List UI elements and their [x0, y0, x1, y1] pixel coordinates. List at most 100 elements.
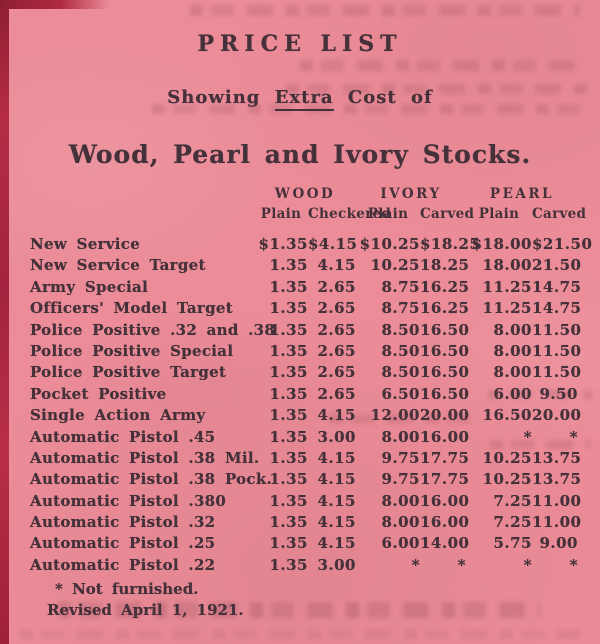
price-cell: 1.35 — [269, 384, 308, 403]
price-cell: 1.35 — [269, 448, 308, 467]
price-cell: $1.35 — [258, 235, 308, 253]
price-cell: 18.25 — [420, 256, 470, 275]
subtitle-prefix: Showing — [167, 87, 261, 108]
model-label: New Service — [30, 235, 141, 253]
model-label: Police Positive Special — [30, 341, 234, 360]
price-cell: 8.00 — [493, 363, 532, 382]
price-cell: * — [523, 427, 532, 446]
subheader-wood-plain: Plain — [260, 206, 302, 222]
price-cell: 12.00 — [370, 406, 420, 425]
price-cell: 8.75 — [381, 277, 420, 296]
price-cell: 4.15 — [317, 513, 356, 532]
price-cell: 1.35 — [269, 277, 308, 296]
price-cell: 8.00 — [381, 427, 420, 446]
page-title: PRICE LIST — [197, 31, 403, 57]
price-cell: 16.00 — [420, 513, 470, 532]
price-cell: 7.25 — [493, 513, 532, 532]
price-cell: 10.25 — [482, 448, 532, 467]
bleed-through-smudge — [20, 630, 580, 639]
price-cell: 17.75 — [420, 470, 470, 489]
price-cell: 16.25 — [420, 299, 470, 318]
price-cell: 3.00 — [317, 555, 356, 574]
subtitle-suffix: Cost of — [347, 87, 433, 108]
price-cell: 2.65 — [317, 363, 356, 382]
price-cell: 16.50 — [420, 320, 470, 339]
price-cell: 16.50 — [482, 406, 532, 425]
table-row: Pocket Positive 1.35 2.65 6.50 16.50 6.0… — [30, 385, 578, 406]
price-cell: 6.50 — [381, 384, 420, 403]
model-label: Automatic Pistol .38 Mil. — [30, 448, 260, 467]
subheader-pearl-plain: Plain — [478, 206, 520, 222]
price-cell: 18.00 — [482, 256, 532, 275]
price-cell: 1.35 — [269, 256, 308, 275]
price-cell: 6.00 — [493, 384, 532, 403]
table-row: Automatic Pistol .38 Pock. 1.35 4.15 9.7… — [30, 470, 581, 491]
subheader-pearl-carved: Carved — [532, 206, 587, 222]
price-cell: 8.00 — [493, 341, 532, 360]
price-cell: 2.65 — [317, 341, 356, 360]
price-cell: 16.50 — [420, 341, 470, 360]
price-cell: 21.50 — [532, 256, 582, 275]
price-cell: 8.00 — [381, 491, 420, 510]
price-cell: 9.75 — [381, 448, 420, 467]
price-cell: 4.15 — [317, 491, 356, 510]
price-cell: 2.65 — [317, 384, 356, 403]
model-label: Officers' Model Target — [30, 299, 233, 318]
table-row: Automatic Pistol .380 1.35 4.15 8.00 16.… — [30, 491, 581, 513]
price-cell: 8.50 — [381, 341, 420, 360]
price-cell: * — [523, 555, 532, 574]
price-cell: 14.75 — [532, 299, 582, 318]
price-cell: 16.50 — [420, 363, 470, 382]
price-table: WOOD IVORY PEARL Plain Checkered Plain C… — [30, 186, 593, 577]
price-cell: 7.25 — [493, 491, 532, 510]
price-cell: 11.50 — [532, 320, 582, 339]
price-cell: $10.25 — [359, 235, 420, 253]
price-cell: 8.75 — [381, 299, 420, 318]
price-cell: $21.50 — [532, 235, 593, 253]
price-cell: $18.00 — [471, 235, 532, 253]
section-heading: Wood, Pearl and Ivory Stocks. — [68, 140, 532, 169]
price-cell: 11.50 — [532, 341, 582, 360]
revised-date: Revised April 1, 1921. — [47, 601, 244, 619]
table-body: New Service $1.35 $4.15 $10.25 $18.25 $1… — [30, 235, 593, 577]
table-row: Army Special 1.35 2.65 8.75 16.25 11.25 … — [30, 277, 581, 299]
price-cell: 13.75 — [532, 448, 582, 467]
model-label: Automatic Pistol .38 Pock. — [30, 470, 273, 489]
price-cell: 1.35 — [269, 320, 308, 339]
price-cell: 8.50 — [381, 320, 420, 339]
model-label: Automatic Pistol .45 — [30, 427, 216, 446]
price-cell: 10.25 — [370, 256, 420, 275]
group-header-wood: WOOD — [274, 186, 336, 202]
price-cell: 11.25 — [482, 277, 532, 296]
price-cell: 8.00 — [381, 513, 420, 532]
subheader-ivory-carved: Carved — [420, 206, 475, 222]
model-label: Police Positive .32 and .38 — [30, 320, 276, 339]
model-label: Automatic Pistol .25 — [30, 534, 216, 553]
price-cell: 16.00 — [420, 491, 470, 510]
price-cell: 1.35 — [269, 427, 308, 446]
price-cell: 11.00 — [532, 513, 582, 532]
table-row: Automatic Pistol .32 1.35 4.15 8.00 16.0… — [30, 513, 582, 534]
price-cell: 1.35 — [269, 363, 308, 382]
price-cell: 1.35 — [269, 341, 308, 360]
price-cell: 5.75 — [493, 534, 532, 553]
price-cell: 1.35 — [269, 470, 308, 489]
price-cell: 4.15 — [317, 470, 356, 489]
price-cell: * — [569, 555, 578, 574]
price-cell: 20.00 — [532, 406, 582, 425]
table-row: Police Positive Target 1.35 2.65 8.50 16… — [30, 363, 581, 384]
group-header-pearl: PEARL — [489, 186, 555, 202]
price-cell: 2.65 — [317, 299, 356, 318]
price-cell: 3.00 — [317, 427, 356, 446]
model-label: Police Positive Target — [30, 363, 227, 382]
table-row: Single Action Army 1.35 4.15 12.00 20.00… — [30, 406, 582, 427]
price-cell: 9.50 — [539, 384, 578, 403]
model-label: Automatic Pistol .380 — [30, 491, 227, 510]
price-cell: $4.15 — [308, 235, 358, 253]
price-cell: 4.15 — [317, 534, 356, 553]
price-cell: 1.35 — [269, 555, 308, 574]
subheader-wood-checkered: Checkered — [308, 206, 392, 222]
subtitle-underlined-word: Extra — [274, 87, 334, 111]
price-cell: 4.15 — [317, 406, 356, 425]
column-group-header-row: WOOD IVORY PEARL — [30, 186, 578, 206]
